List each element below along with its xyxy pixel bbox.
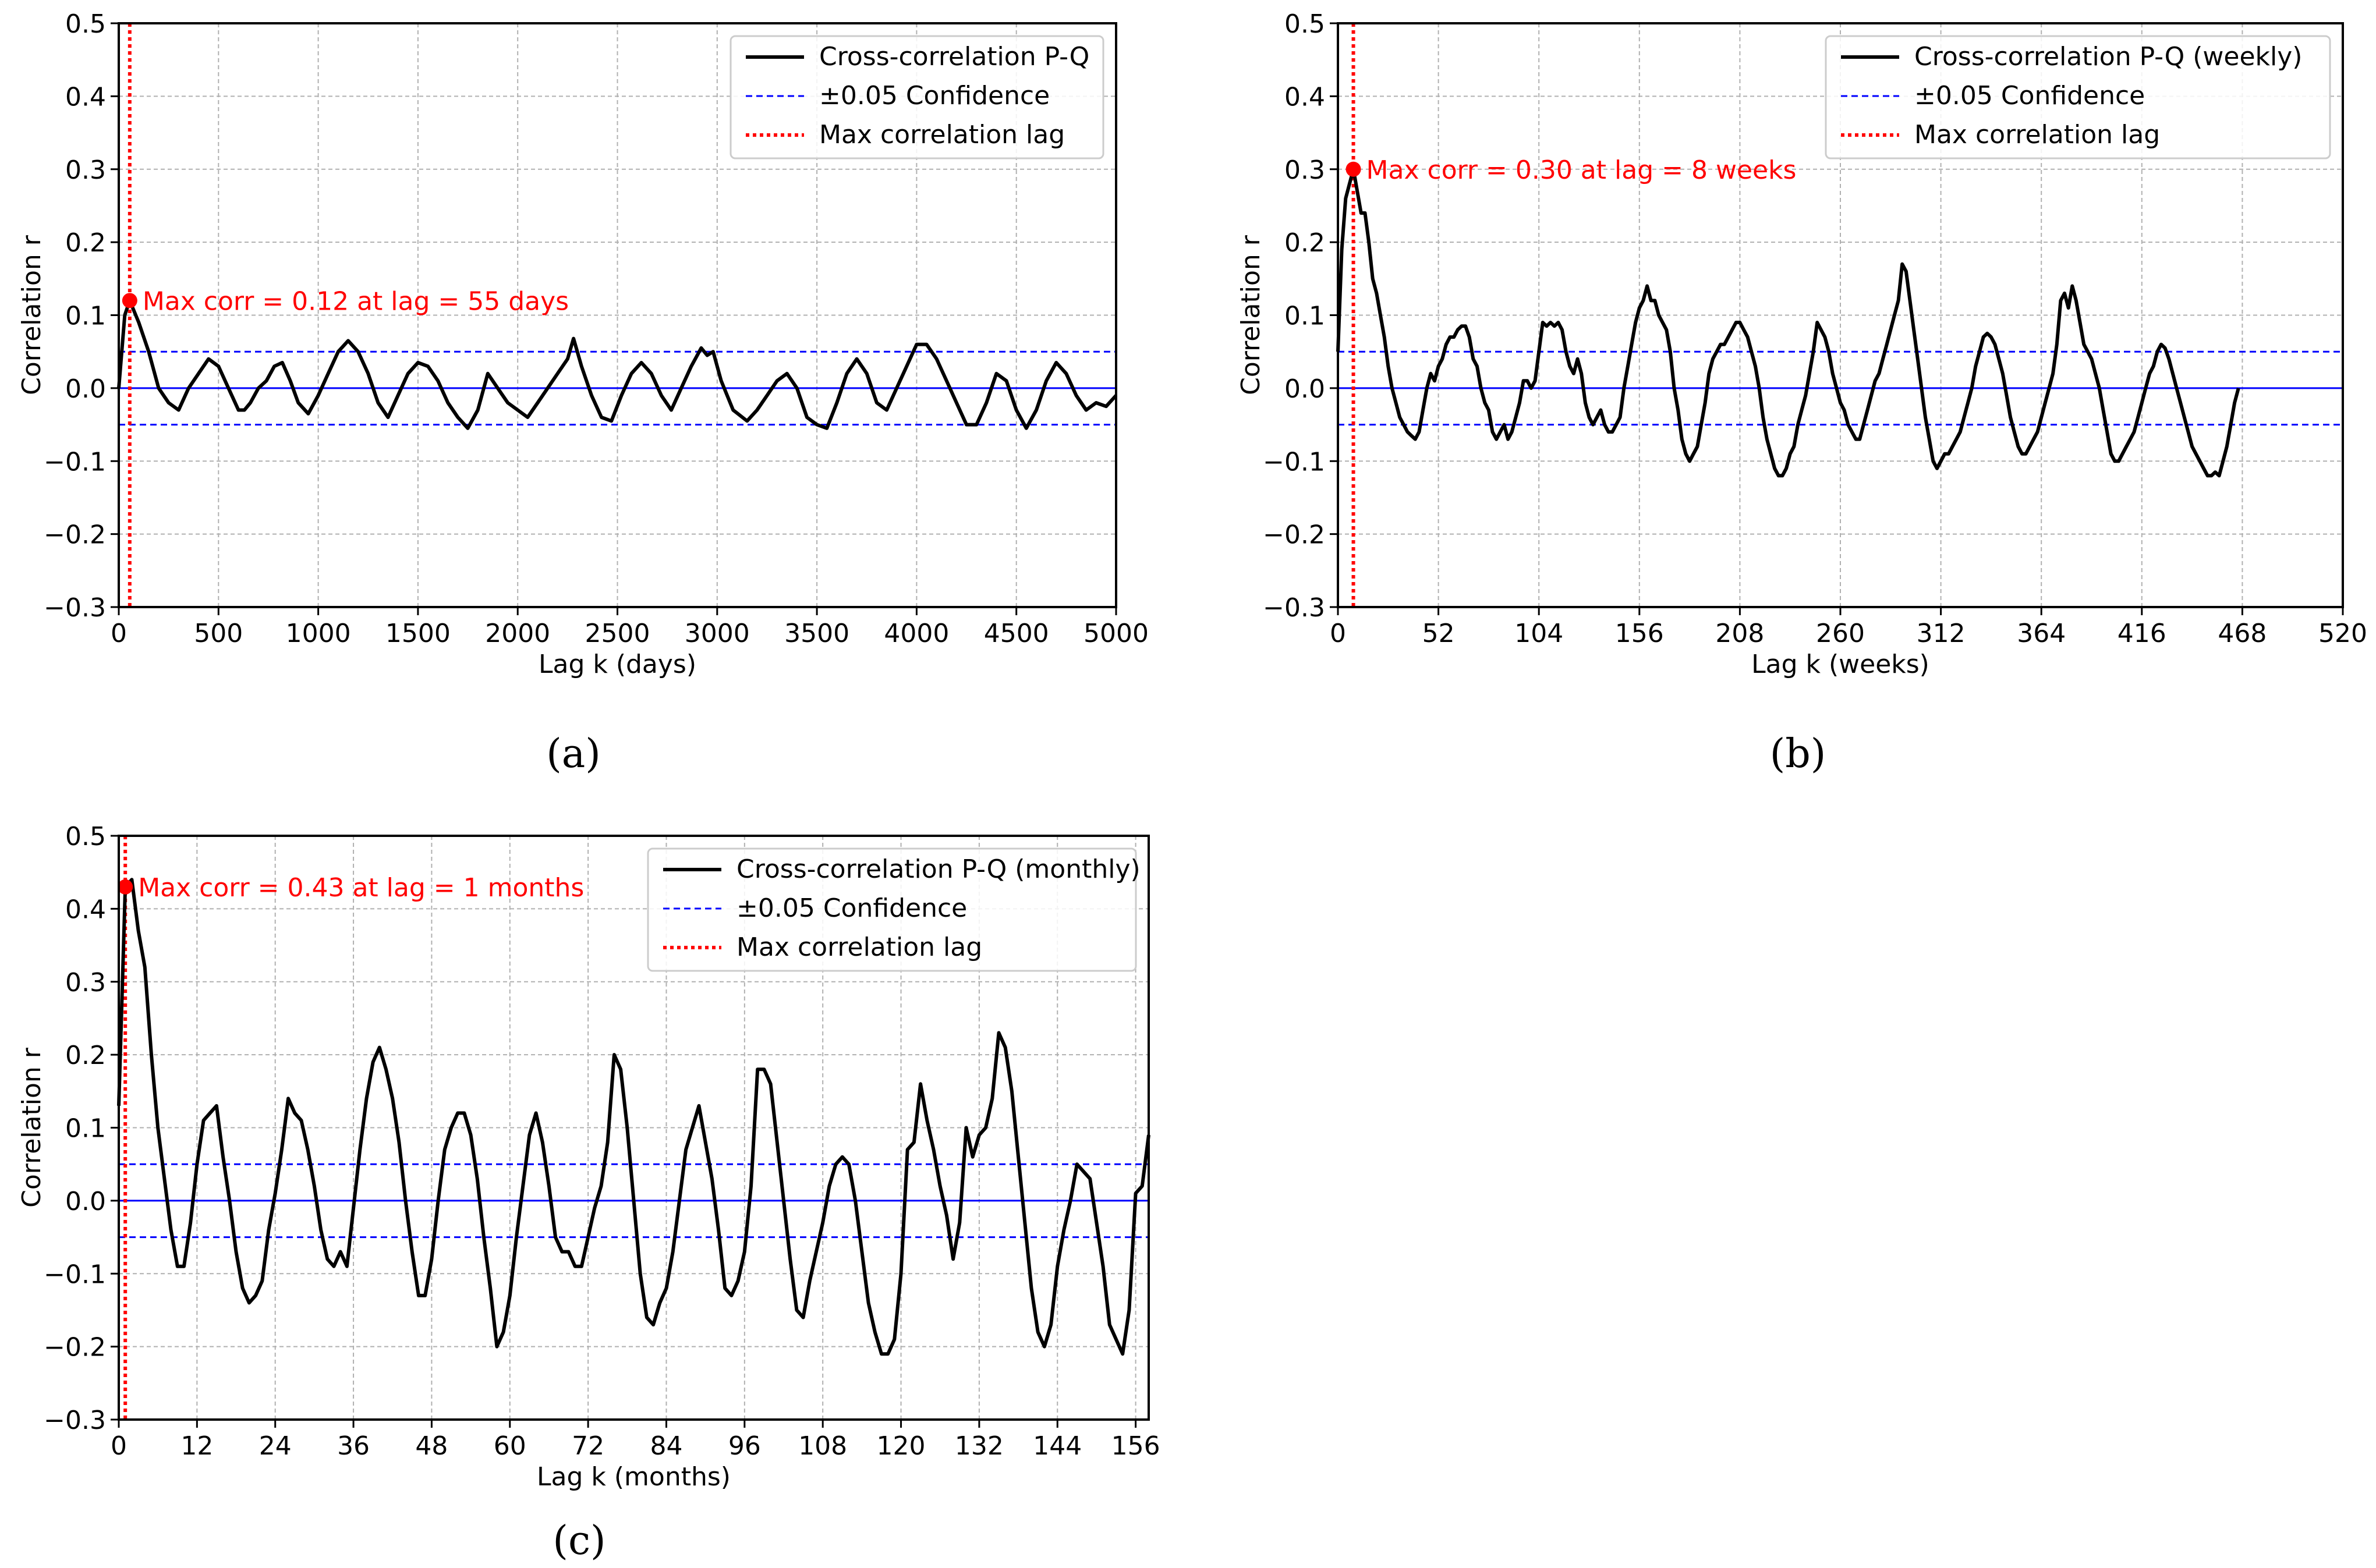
legend-label: Cross-correlation P-Q bbox=[819, 42, 1089, 72]
y-tick-label: 0.1 bbox=[1284, 301, 1325, 331]
legend-label: Max correlation lag bbox=[1914, 120, 2160, 150]
x-tick-label: 260 bbox=[1816, 619, 1865, 648]
legend-box bbox=[730, 35, 1104, 159]
y-tick-label: −0.3 bbox=[1263, 593, 1325, 623]
panel-b: Max corr = 0.30 at lag = 8 weeks 0 52 104 15… bbox=[1236, 9, 2367, 679]
y-tick-label: 0.4 bbox=[65, 895, 106, 924]
y-tick-label: 0.5 bbox=[1284, 9, 1325, 39]
y-tick-label: 0.4 bbox=[1284, 82, 1325, 112]
x-tick-label: 0 bbox=[111, 1431, 127, 1461]
x-tick-label: 4500 bbox=[984, 619, 1049, 648]
x-tick-label: 520 bbox=[2318, 619, 2367, 648]
x-tick-label: 2500 bbox=[585, 619, 650, 648]
x-tick-label: 120 bbox=[877, 1431, 926, 1461]
max-correlation-annotation: Max corr = 0.12 at lag = 55 days bbox=[143, 286, 569, 316]
y-tick-label: 0.1 bbox=[65, 301, 106, 331]
x-axis-label: Lag k (days) bbox=[539, 650, 696, 679]
y-tick-label: 0.3 bbox=[65, 968, 106, 998]
y-tick-label: −0.1 bbox=[44, 1260, 106, 1289]
y-tick-label: 0.0 bbox=[65, 374, 106, 404]
cross-correlation-series bbox=[117, 299, 1118, 430]
legend-label: Cross-correlation P-Q (monthly) bbox=[736, 854, 1141, 884]
x-tick-label: 52 bbox=[1422, 619, 1455, 648]
x-tick-label: 2000 bbox=[485, 619, 550, 648]
y-tick-label: 0.2 bbox=[65, 228, 106, 258]
y-tick-label: −0.2 bbox=[1263, 520, 1325, 550]
x-tick-label: 1500 bbox=[385, 619, 451, 648]
y-tick-label: 0.3 bbox=[1284, 155, 1325, 185]
caption-a: (a) bbox=[546, 731, 601, 777]
x-tick-label: 468 bbox=[2218, 619, 2267, 648]
x-tick-label: 12 bbox=[180, 1431, 213, 1461]
x-tick-label: 36 bbox=[337, 1431, 370, 1461]
y-axis-label: Correlation r bbox=[17, 1047, 47, 1208]
x-tick-label: 104 bbox=[1514, 619, 1563, 648]
caption-c: (c) bbox=[553, 1518, 605, 1564]
y-tick-label: 0.4 bbox=[65, 82, 106, 112]
y-tick-label: 0.0 bbox=[1284, 374, 1325, 404]
x-tick-label: 24 bbox=[259, 1431, 292, 1461]
x-tick-label: 108 bbox=[798, 1431, 847, 1461]
y-axis-label: Correlation r bbox=[17, 235, 47, 395]
x-tick-label: 4000 bbox=[884, 619, 949, 648]
x-tick-label: 364 bbox=[2017, 619, 2066, 648]
x-tick-label: 96 bbox=[728, 1431, 761, 1461]
cross-correlation-series bbox=[1336, 167, 2240, 478]
x-tick-label: 132 bbox=[955, 1431, 1004, 1461]
y-tick-label: −0.2 bbox=[44, 1333, 106, 1363]
y-tick-label: 0.5 bbox=[65, 822, 106, 852]
x-tick-label: 500 bbox=[194, 619, 243, 648]
y-tick-label: 0.5 bbox=[65, 9, 106, 39]
legend-label: ±0.05 Confidence bbox=[736, 893, 967, 923]
x-tick-label: 208 bbox=[1715, 619, 1764, 648]
panel-c: Max corr = 0.43 at lag = 1 months 0 12 24 36… bbox=[17, 822, 1160, 1492]
y-tick-label: 0.1 bbox=[65, 1114, 106, 1144]
max-correlation-point bbox=[122, 293, 137, 308]
y-tick-label: −0.3 bbox=[44, 1406, 106, 1435]
x-tick-label: 156 bbox=[1111, 1431, 1160, 1461]
y-tick-label: −0.3 bbox=[44, 593, 106, 623]
legend-label: ±0.05 Confidence bbox=[819, 81, 1050, 111]
y-axis-label: Correlation r bbox=[1236, 235, 1266, 395]
legend-label: Max correlation lag bbox=[736, 932, 982, 962]
y-tick-label: −0.2 bbox=[44, 520, 106, 550]
x-tick-label: 0 bbox=[111, 619, 127, 648]
cross-correlation-series bbox=[117, 878, 1150, 1356]
x-tick-label: 5000 bbox=[1083, 619, 1149, 648]
x-tick-label: 84 bbox=[650, 1431, 682, 1461]
y-tick-label: 0.3 bbox=[65, 155, 106, 185]
x-tick-label: 3500 bbox=[784, 619, 849, 648]
y-tick-label: −0.1 bbox=[44, 447, 106, 477]
x-axis-label: Lag k (months) bbox=[537, 1462, 731, 1492]
x-tick-label: 60 bbox=[494, 1431, 526, 1461]
y-tick-label: −0.1 bbox=[1263, 447, 1325, 477]
y-tick-label: 0.2 bbox=[1284, 228, 1325, 258]
x-tick-label: 1000 bbox=[286, 619, 351, 648]
x-tick-label: 3000 bbox=[685, 619, 750, 648]
x-tick-label: 144 bbox=[1033, 1431, 1082, 1461]
x-tick-label: 48 bbox=[415, 1431, 448, 1461]
legend-box bbox=[1825, 35, 2331, 159]
max-correlation-point bbox=[118, 879, 133, 895]
legend-box bbox=[647, 847, 1137, 972]
caption-b: (b) bbox=[1770, 731, 1826, 777]
legend-label: Cross-correlation P-Q (weekly) bbox=[1914, 42, 2302, 72]
y-tick-label: 0.2 bbox=[65, 1041, 106, 1070]
x-tick-label: 0 bbox=[1330, 619, 1346, 648]
x-tick-label: 72 bbox=[572, 1431, 604, 1461]
max-correlation-annotation: Max corr = 0.43 at lag = 1 months bbox=[138, 873, 584, 903]
legend-label: ±0.05 Confidence bbox=[1914, 81, 2145, 111]
panel-a: Max corr = 0.12 at lag = 55 days 0 500 1000… bbox=[17, 9, 1149, 679]
x-tick-label: 416 bbox=[2117, 619, 2166, 648]
x-axis-label: Lag k (weeks) bbox=[1751, 650, 1929, 679]
max-correlation-annotation: Max corr = 0.30 at lag = 8 weeks bbox=[1366, 155, 1797, 185]
max-correlation-point bbox=[1345, 161, 1361, 177]
y-tick-label: 0.0 bbox=[65, 1187, 106, 1216]
x-tick-label: 156 bbox=[1615, 619, 1664, 648]
x-tick-label: 312 bbox=[1917, 619, 1966, 648]
legend-label: Max correlation lag bbox=[819, 120, 1065, 150]
